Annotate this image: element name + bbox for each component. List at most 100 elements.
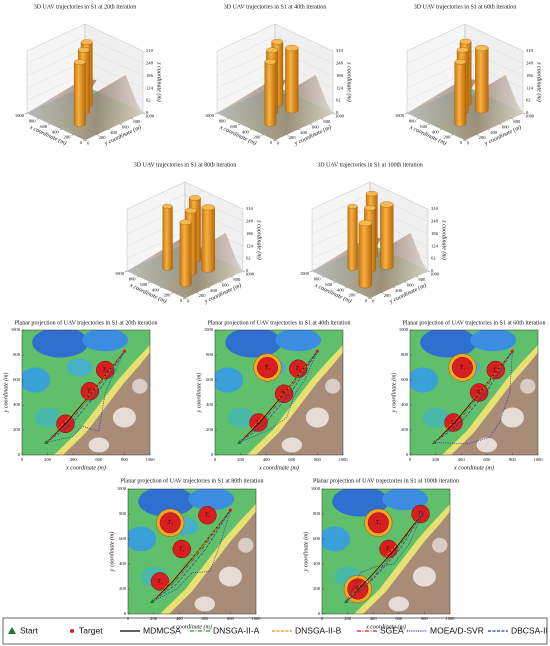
y-tick	[499, 123, 502, 125]
x-tick-label: 0	[409, 457, 412, 462]
legend-label: Target	[79, 625, 103, 635]
x-tick-label: 600	[230, 124, 238, 129]
x-tick	[171, 292, 174, 294]
target-marker	[510, 349, 514, 353]
x-tick-label: 0	[270, 140, 273, 145]
x-tick-label: 400	[176, 616, 184, 621]
y-tick-label: 200	[313, 586, 321, 591]
cylinder-top	[459, 38, 472, 45]
threat-label: T₅	[376, 520, 381, 526]
x-tick-label: 200	[237, 457, 245, 462]
y-tick-label: 1000	[117, 486, 127, 491]
z-tick-label: 0	[246, 268, 249, 273]
z-tick-label: 248	[526, 60, 534, 65]
x-tick-label: 600	[395, 616, 403, 621]
y-tick	[427, 270, 431, 273]
y-tick	[488, 129, 491, 131]
panel-title: 3D UAV trajectories in S1 at 20th iterat…	[34, 4, 137, 10]
y-tick	[321, 118, 324, 120]
panel-title: Planar projection of UAV trajectories in…	[208, 319, 351, 326]
threat-label: T₄	[460, 365, 465, 371]
y-tick	[84, 139, 88, 142]
z-tick-label: 310	[146, 48, 154, 53]
x-tick-label: 1000	[15, 113, 25, 118]
x-tick-label: 200	[164, 293, 172, 298]
cylinder-top	[285, 44, 299, 52]
y-tick-label: 1000	[335, 114, 345, 119]
x-tick-label: 0	[214, 457, 217, 462]
x-tick	[261, 134, 264, 136]
x-tick-label: 600	[420, 124, 428, 129]
x-axis-label: x coordinate (m)	[365, 623, 406, 630]
plot-frame	[127, 488, 257, 615]
x-tick-label: 200	[432, 457, 440, 462]
start-marker	[150, 599, 155, 603]
trajectory	[239, 351, 318, 443]
threat-zone	[159, 512, 181, 534]
z-tick-label: 186	[526, 73, 534, 78]
y-tick-label: 1000	[311, 486, 321, 491]
z-tick-label: 0	[146, 110, 149, 115]
z-tick-label: 248	[336, 60, 344, 65]
y-tick	[142, 112, 146, 115]
trajectory	[239, 351, 318, 443]
z-axis-label: z coordinate (m)	[346, 61, 353, 101]
x-tick-label: 0	[21, 457, 24, 462]
legend-start-marker	[8, 627, 16, 634]
y-tick-label: 600	[502, 124, 510, 129]
threat-zone	[172, 539, 191, 559]
x-tick	[226, 118, 229, 120]
y-tick	[184, 297, 188, 300]
x-axis-label: x coordinate (m)	[453, 464, 494, 471]
x-tick-label: 800	[29, 118, 37, 123]
z-tick-label: 62	[336, 98, 341, 103]
threat-label: T₃	[102, 367, 107, 373]
y-tick	[381, 292, 384, 294]
z-tick-label: 124	[246, 243, 254, 248]
cylinder-top	[271, 39, 284, 45]
y-tick-label: 200	[401, 427, 409, 432]
y-tick-label: 400	[210, 288, 218, 293]
x-tick-label: 800	[121, 457, 129, 462]
x-tick-label: 1000	[205, 113, 215, 118]
y-axis-label: y coordinate (m)	[390, 373, 397, 414]
x-axis-label: x coordinate (m)	[65, 464, 106, 471]
trajectory	[46, 351, 125, 443]
y-tick-label: 0	[406, 452, 409, 457]
cylinder-top	[454, 59, 467, 65]
cylinder-top	[264, 59, 277, 65]
y-tick-label: 0	[318, 611, 321, 616]
threat	[444, 413, 463, 432]
z-tick-label: 124	[146, 85, 154, 90]
y-tick-label: 200	[119, 586, 127, 591]
x-tick	[24, 112, 28, 115]
x-tick-label: 600	[140, 282, 148, 287]
y-tick	[416, 276, 419, 278]
cylinder-body	[475, 47, 489, 114]
y-tick-label: 800	[323, 119, 331, 124]
y-tick-label: 200	[199, 293, 207, 298]
cylinder-body	[73, 61, 86, 127]
x-tick	[404, 112, 408, 115]
x-tick	[428, 123, 431, 125]
y-tick-label: 600	[206, 377, 214, 382]
start-marker	[237, 440, 242, 444]
x-tick	[451, 134, 454, 136]
z-tick-label: 248	[431, 218, 439, 223]
x-tick-label: 400	[52, 129, 60, 134]
z-grid-line	[406, 36, 524, 64]
z-grid-line	[216, 23, 334, 52]
trajectory	[46, 351, 125, 443]
z-tick-label: 0	[431, 268, 434, 273]
x-tick	[36, 118, 39, 120]
x-tick-label: 200	[444, 135, 452, 140]
x-axis-label: x coordinate (m)	[171, 623, 212, 630]
x-tick-label: 200	[64, 135, 72, 140]
z-tick-label: 186	[336, 73, 344, 78]
x-tick	[136, 276, 139, 278]
threat-label: T₁	[451, 420, 456, 426]
threat-label: T₅	[168, 520, 173, 526]
x-tick	[71, 134, 74, 136]
y-tick	[511, 118, 514, 120]
y-tick-label: 600	[13, 377, 21, 382]
